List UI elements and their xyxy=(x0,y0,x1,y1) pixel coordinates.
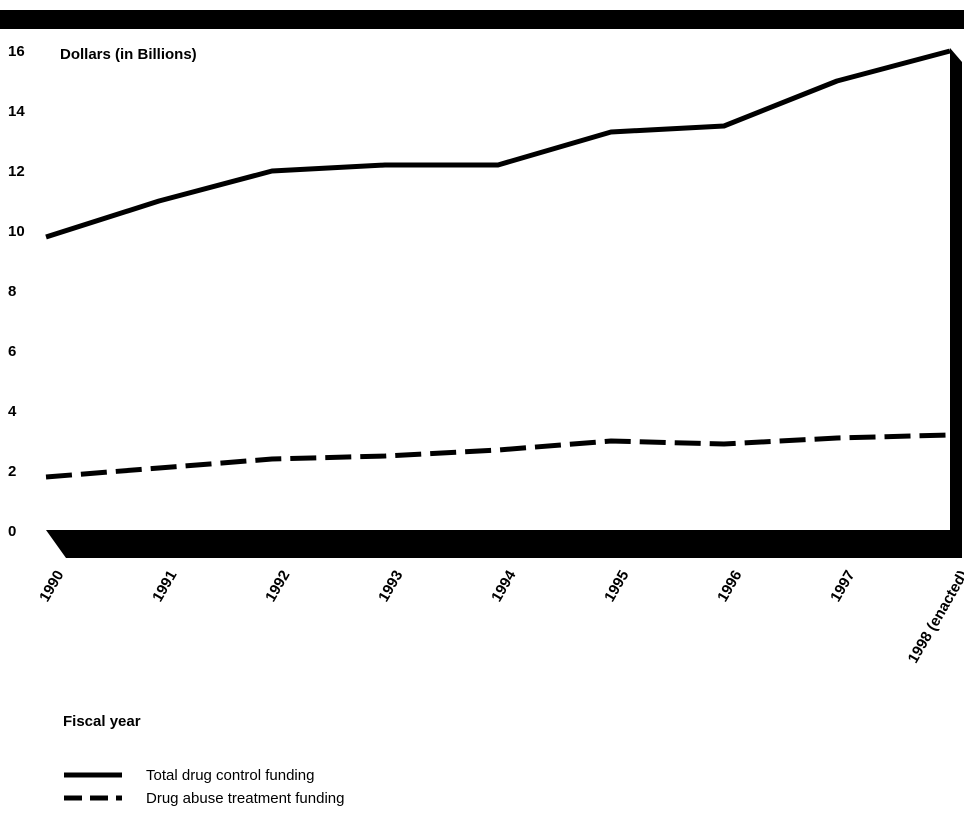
series-line-treatment-funding xyxy=(45,432,951,480)
x-tick-label: 1996 xyxy=(714,568,745,605)
y-tick-label: 12 xyxy=(8,163,25,180)
x-tick-label: 1994 xyxy=(488,567,520,605)
y-tick-label: 14 xyxy=(8,103,25,120)
y-tick-label: 16 xyxy=(8,43,25,60)
legend: Total drug control funding Drug abuse tre… xyxy=(64,767,344,807)
series-lines xyxy=(45,48,951,480)
x-axis-ticks: 1990 1991 1992 1993 1994 1995 1996 1997 1998 (en… xyxy=(36,567,964,666)
x-tick-label: 1992 xyxy=(262,568,293,605)
x-tick-label: 1993 xyxy=(375,568,406,605)
chart-top-band xyxy=(0,10,964,29)
x-tick-label: 1998 (enacted) xyxy=(905,567,964,666)
series-line-total-funding xyxy=(45,48,951,240)
y-tick-label: 2 xyxy=(8,463,16,480)
y-tick-label: 0 xyxy=(8,523,16,540)
legend-label: Drug abuse treatment funding xyxy=(146,790,344,807)
x-tick-label: 1991 xyxy=(149,568,180,605)
y-tick-label: 6 xyxy=(8,343,16,360)
y-tick-label: 4 xyxy=(8,403,17,420)
x-tick-label: 1990 xyxy=(36,568,67,605)
y-axis-title: Dollars (in Billions) xyxy=(60,46,197,63)
chart-right-wall xyxy=(950,48,962,558)
y-tick-label: 8 xyxy=(8,283,16,300)
x-tick-label: 1995 xyxy=(601,568,632,605)
x-tick-label: 1997 xyxy=(827,568,858,605)
chart-floor xyxy=(46,530,950,558)
y-tick-label: 10 xyxy=(8,223,25,240)
y-axis-ticks: 0 2 4 6 8 10 12 14 16 xyxy=(8,43,25,540)
x-axis-title: Fiscal year xyxy=(63,713,141,730)
legend-label: Total drug control funding xyxy=(146,767,314,784)
